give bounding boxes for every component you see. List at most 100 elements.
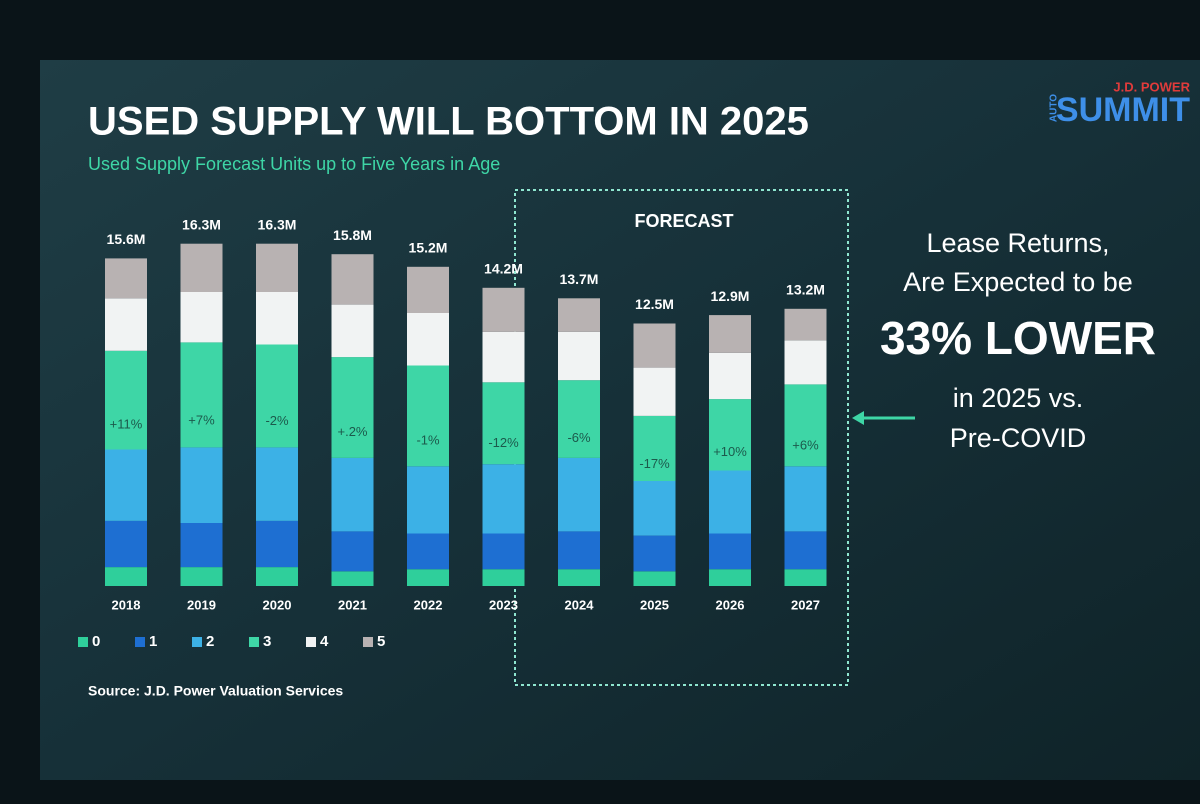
- bar-segment: [709, 352, 751, 400]
- legend-swatch: [78, 637, 88, 647]
- callout-line: Pre-COVID: [950, 423, 1087, 453]
- bar-segment: [633, 323, 676, 368]
- callout-line: Lease Returns,: [926, 228, 1109, 258]
- bar-segment: [105, 298, 147, 351]
- bar-segment: [331, 254, 374, 305]
- legend-label: 0: [92, 633, 100, 650]
- bar-segment: [407, 266, 449, 313]
- forecast-label: FORECAST: [635, 211, 734, 231]
- callout-arrowhead: [852, 411, 864, 425]
- change-label: -1%: [416, 433, 440, 448]
- bar-segment: [256, 447, 298, 521]
- bar-segment: [105, 350, 147, 450]
- callout-line: Are Expected to be: [903, 267, 1133, 297]
- x-tick-label: 2024: [565, 597, 595, 612]
- bar-segment: [105, 520, 147, 568]
- bar-segment: [180, 523, 223, 568]
- change-label: +10%: [713, 444, 747, 459]
- total-label: 12.9M: [711, 288, 750, 304]
- legend-swatch: [306, 637, 316, 647]
- bar-segment: [256, 344, 298, 448]
- bar-segment: [709, 399, 751, 471]
- bar-segment: [784, 531, 827, 570]
- bar-segment: [784, 308, 827, 341]
- bar-segment: [784, 569, 827, 586]
- total-label: 12.5M: [635, 296, 674, 312]
- change-label: +.2%: [338, 424, 368, 439]
- logo-brand: J.D. POWER: [1113, 79, 1190, 94]
- total-label: 13.7M: [560, 271, 599, 287]
- bar-segment: [633, 415, 676, 481]
- bar-segment: [558, 298, 600, 332]
- bar-segment: [331, 457, 374, 532]
- bar-segment: [482, 464, 525, 534]
- legend-swatch: [249, 637, 259, 647]
- bar-segment: [558, 569, 600, 586]
- bar-segment: [633, 535, 676, 572]
- change-label: -2%: [265, 413, 289, 428]
- x-tick-label: 2026: [716, 597, 745, 612]
- change-label: -12%: [488, 435, 519, 450]
- legend-label: 1: [149, 633, 157, 650]
- bar-segment: [558, 457, 600, 532]
- bar-segment: [180, 243, 223, 292]
- bar-segment: [784, 384, 827, 467]
- legend-swatch: [135, 637, 145, 647]
- legend-label: 3: [263, 633, 271, 650]
- bar-segment: [180, 292, 223, 343]
- change-label: +7%: [188, 413, 215, 428]
- bar-segment: [180, 447, 223, 523]
- change-label: +11%: [110, 416, 143, 431]
- total-label: 13.2M: [786, 282, 825, 298]
- callout-highlight: 33% LOWER: [880, 312, 1156, 364]
- x-tick-label: 2025: [640, 597, 669, 612]
- source: Source: J.D. Power Valuation Services: [88, 683, 343, 699]
- bar-segment: [558, 380, 600, 458]
- bar-segment: [256, 292, 298, 345]
- bar-segment: [482, 533, 525, 570]
- bar-segment: [709, 569, 751, 586]
- bar-segment: [558, 531, 600, 570]
- bar-segment: [180, 567, 223, 586]
- legend-swatch: [192, 637, 202, 647]
- bar-segment: [407, 533, 449, 570]
- bar-segment: [256, 243, 298, 292]
- bar-segment: [331, 357, 374, 458]
- x-tick-label: 2020: [263, 597, 292, 612]
- bar-segment: [482, 382, 525, 465]
- slide-panel: [40, 60, 1200, 780]
- bar-segment: [633, 367, 676, 416]
- title: USED SUPPLY WILL BOTTOM IN 2025: [88, 100, 809, 144]
- bar-segment: [482, 287, 525, 332]
- bar-segment: [256, 520, 298, 568]
- bar-segment: [331, 531, 374, 572]
- total-label: 14.2M: [484, 261, 523, 277]
- total-label: 15.2M: [409, 240, 448, 256]
- bar-segment: [709, 533, 751, 570]
- bar-segment: [784, 340, 827, 385]
- legend-swatch: [363, 637, 373, 647]
- change-label: -6%: [567, 430, 591, 445]
- bar-segment: [558, 331, 600, 381]
- total-label: 16.3M: [182, 216, 221, 232]
- bar-segment: [105, 449, 147, 521]
- x-tick-label: 2021: [338, 597, 367, 612]
- bar-segment: [105, 258, 147, 299]
- change-label: +6%: [792, 437, 819, 452]
- bar-segment: [331, 304, 374, 358]
- legend-label: 2: [206, 633, 214, 650]
- x-tick-label: 2027: [791, 597, 820, 612]
- bar-segment: [180, 342, 223, 448]
- bar-segment: [709, 315, 751, 353]
- bar-segment: [407, 466, 449, 534]
- total-label: 15.6M: [107, 231, 146, 247]
- logo-event: SUMMIT: [1056, 91, 1190, 129]
- callout-line: in 2025 vs.: [953, 383, 1084, 413]
- x-tick-label: 2019: [187, 597, 216, 612]
- bar-segment: [633, 481, 676, 536]
- bar-segment: [784, 466, 827, 532]
- bar-segment: [482, 331, 525, 383]
- bar-segment: [407, 313, 449, 366]
- bar-segment: [709, 470, 751, 534]
